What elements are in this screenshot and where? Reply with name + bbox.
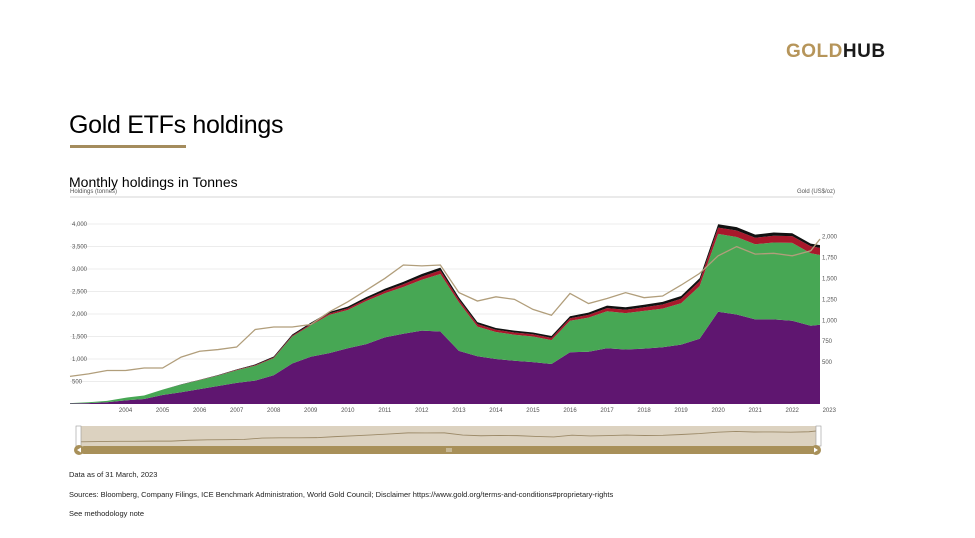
y-tick-label: 500	[72, 380, 83, 386]
y2-tick-label: 1,750	[822, 255, 838, 261]
x-tick-label: 2020	[711, 408, 725, 414]
gold-price-series	[69, 238, 821, 378]
y-tick-label: 1,500	[72, 335, 88, 341]
x-tick-label: 2008	[267, 408, 281, 414]
page-title: Gold ETFs holdings	[69, 111, 284, 139]
x-tick-label: 2010	[341, 408, 355, 414]
x-tick-label: 2017	[600, 408, 614, 414]
navigator-right-handle[interactable]	[815, 425, 822, 447]
y2-tick-label: 1,500	[822, 276, 838, 282]
y-tick-label: 2,000	[72, 312, 88, 318]
range-navigator[interactable]	[74, 425, 822, 455]
navigator-left-handle[interactable]	[75, 425, 82, 447]
x-tick-label: 2004	[119, 408, 133, 414]
x-tick-label: 2016	[563, 408, 577, 414]
x-tick-label: 2006	[193, 408, 207, 414]
x-tick-label: 2007	[230, 408, 244, 414]
north-america-area	[70, 311, 820, 404]
x-tick-label: 2005	[156, 408, 170, 414]
chart-title: Monthly holdings in Tonnes	[69, 174, 238, 190]
data-as-of: Data as of 31 March, 2023	[69, 470, 158, 479]
y2-axis-label: Gold (US$/oz)	[797, 189, 835, 195]
x-tick-label: 2019	[674, 408, 688, 414]
y2-tick-label: 1,250	[822, 297, 838, 303]
x-tick-label: 2009	[304, 408, 318, 414]
y2-tick-label: 500	[822, 360, 833, 366]
x-tick-label: 2022	[786, 408, 800, 414]
y-tick-label: 3,500	[72, 245, 88, 251]
y-axis: 500 1,000 1,500 2,000 2,500 3,000 3,500 4,000	[72, 222, 88, 386]
chevron-right-icon	[814, 447, 818, 453]
x-tick-label: 2013	[452, 408, 466, 414]
navigator-series	[79, 430, 819, 443]
x-tick-label: 2014	[489, 408, 503, 414]
stacked-areas	[70, 224, 820, 404]
y2-axis: 500 750 1,000 1,250 1,500 1,750 2,000	[822, 235, 838, 367]
methodology-link[interactable]: See methodology note	[69, 509, 145, 518]
x-tick-label: 2023	[823, 408, 837, 414]
x-axis: 2004 2005 2006 2007 2008 2009 2010 2011 2012 2013…	[119, 408, 837, 414]
y2-tick-label: 2,000	[822, 235, 838, 241]
title-underline	[70, 145, 186, 148]
logo-gold-text: GOLD	[786, 41, 843, 62]
y-tick-label: 4,000	[72, 222, 88, 228]
navigator-background	[80, 426, 818, 446]
x-tick-label: 2011	[378, 408, 392, 414]
x-tick-label: 2015	[526, 408, 540, 414]
x-tick-label: 2018	[637, 408, 651, 414]
y-tick-label: 2,500	[72, 290, 88, 296]
y-tick-label: 1,000	[72, 357, 88, 363]
y2-tick-label: 1,000	[822, 318, 838, 324]
goldhub-logo[interactable]: GOLDHUB	[786, 41, 886, 63]
chevron-left-icon	[77, 447, 81, 453]
gold-price-line	[69, 238, 821, 378]
logo-hub-text: HUB	[842, 41, 886, 62]
y2-tick-label: 750	[822, 339, 833, 345]
x-tick-label: 2012	[415, 408, 429, 414]
europe-area	[70, 233, 820, 404]
y-axis-label: Holdings (tonnes)	[70, 189, 117, 195]
y-tick-label: 3,000	[72, 267, 88, 273]
sources-note: Sources: Bloomberg, Company Filings, ICE…	[69, 490, 614, 499]
x-tick-label: 2021	[749, 408, 763, 414]
